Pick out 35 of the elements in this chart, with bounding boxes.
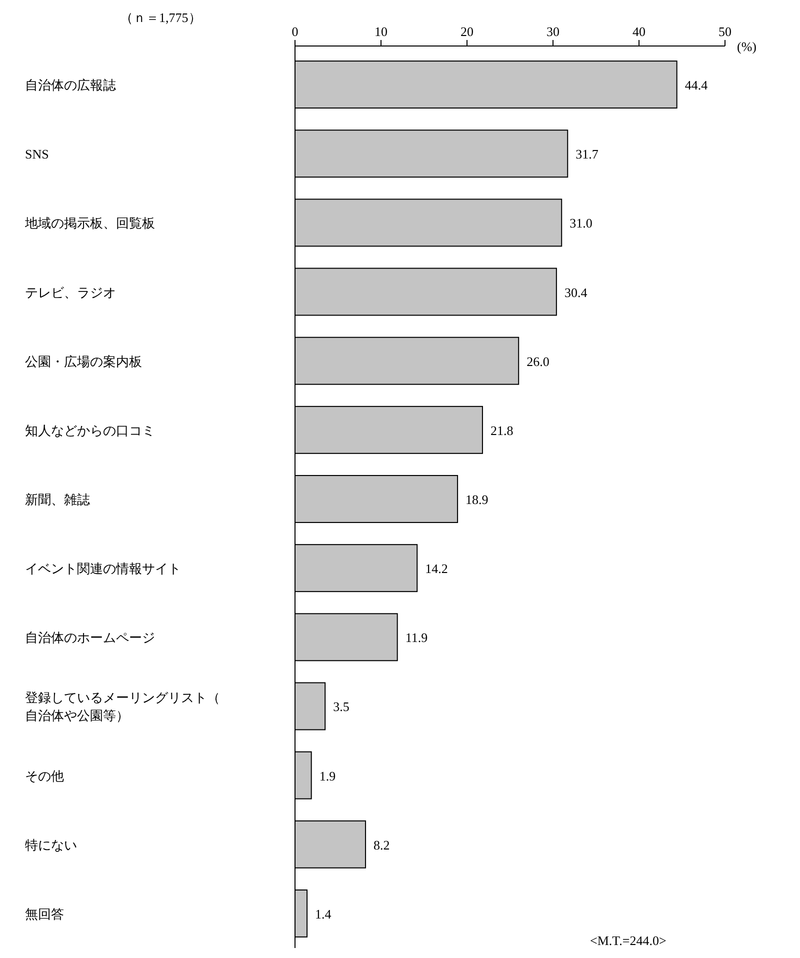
x-tick-label: 40 — [632, 24, 646, 39]
y-tick-label: 無回答 — [25, 906, 64, 922]
y-tick-label: SNS — [25, 146, 49, 162]
data-label: 31.7 — [576, 146, 599, 162]
data-label: 30.4 — [564, 284, 588, 300]
y-tick-label: テレビ、ラジオ — [25, 284, 116, 300]
x-tick-label: 10 — [374, 24, 388, 39]
y-tick-label: 地域の掲示板、回覧板 — [24, 216, 155, 231]
y-tick-label: 公園・広場の案内板 — [25, 354, 142, 369]
x-tick-label: 20 — [460, 24, 474, 39]
data-label: 14.2 — [425, 561, 448, 576]
y-tick-label: イベント関連の情報サイト — [25, 561, 181, 576]
y-tick-label: 自治体のホームページ — [25, 630, 155, 646]
x-tick-label: 30 — [546, 24, 560, 39]
data-label: 18.9 — [466, 492, 488, 507]
data-label: 1.9 — [319, 768, 336, 784]
x-tick-label: 0 — [292, 24, 298, 39]
y-tick-label: その他 — [25, 768, 64, 784]
data-label: 44.4 — [684, 78, 708, 93]
y-tick-label: 新聞、雑誌 — [25, 492, 90, 507]
data-label: 11.9 — [405, 630, 428, 646]
data-label: 8.2 — [374, 837, 390, 852]
data-label: 3.5 — [333, 699, 350, 714]
y-tick-label: 登録しているメーリングリスト（自治体や公園等） — [25, 690, 220, 724]
data-label: 1.4 — [315, 906, 332, 922]
y-tick-label: 自治体の広報誌 — [25, 78, 116, 93]
data-label: 31.0 — [570, 216, 592, 231]
data-label: 26.0 — [526, 354, 550, 369]
x-tick-label: 50 — [718, 24, 732, 39]
annotation: <M.T.=244.0> — [590, 933, 666, 948]
y-tick-label: 知人などからの口コミ — [25, 422, 155, 438]
y-tick-label: 特にない — [25, 837, 77, 852]
data-label: 21.8 — [490, 422, 514, 438]
x-axis-title: (%) — [737, 39, 756, 54]
text: （ｎ＝1,775） — [120, 10, 202, 25]
